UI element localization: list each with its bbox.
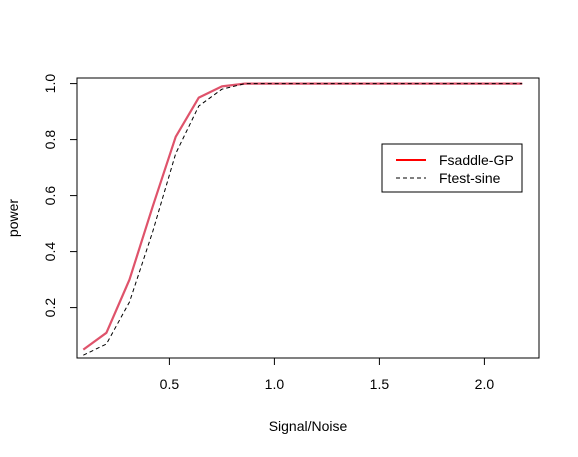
series-layer [82, 82, 523, 356]
y-axis: 0.2 0.4 0.6 0.8 1.0 [42, 74, 78, 318]
x-tick-label: 0.5 [160, 376, 180, 392]
series-line-fsaddle-gp [82, 82, 523, 351]
x-axis-label: Signal/Noise [269, 418, 348, 434]
x-tick-label: 1.5 [370, 376, 390, 392]
x-tick-label: 2.0 [475, 376, 495, 392]
x-tick-label: 1.0 [265, 376, 285, 392]
y-tick-label: 0.4 [42, 242, 58, 262]
y-tick-label: 0.6 [42, 186, 58, 206]
legend: Fsaddle-GP Ftest-sine [381, 143, 523, 193]
y-axis-label: power [5, 199, 21, 237]
x-axis: 0.5 1.0 1.5 2.0 [160, 357, 495, 392]
legend-label-ftest-sine: Ftest-sine [439, 170, 501, 186]
legend-box [381, 143, 523, 193]
y-tick-label: 0.8 [42, 130, 58, 150]
y-tick-label: 0.2 [42, 298, 58, 318]
legend-label-fsaddle-gp: Fsaddle-GP [439, 152, 514, 168]
series-line-ftest-sine [83, 83, 523, 356]
y-tick-label: 1.0 [42, 74, 58, 94]
plot-frame [76, 77, 540, 359]
